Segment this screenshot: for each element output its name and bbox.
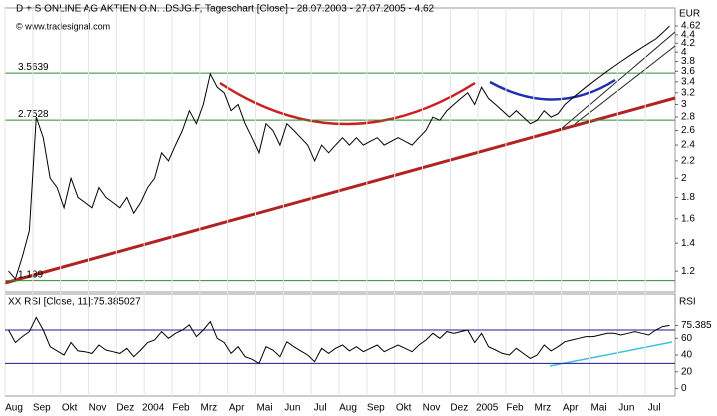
y-tick-label: 1.4 [681, 238, 695, 249]
level-label: 2.7528 [18, 109, 49, 120]
x-tick-label: Sep [367, 403, 385, 414]
chart-subtitle: © www.tradesignal.com [16, 21, 110, 31]
level-label: 1.139 [18, 269, 43, 280]
y-tick-label: 2 [681, 173, 687, 184]
rsi-title: XX RSI [Close, 11]:75.385027 [8, 297, 141, 308]
y-tick-label: 1.6 [681, 213, 695, 224]
x-tick-label: Jul [648, 403, 661, 414]
x-tick-label: Jun [618, 403, 634, 414]
y-tick-label: 2.6 [681, 125, 695, 136]
x-tick-label: Feb [506, 403, 524, 414]
y-tick-label: 1.2 [681, 266, 695, 277]
y-tick-label: 40 [681, 350, 693, 361]
y-tick-label: 3.6 [681, 66, 695, 77]
y-tick-label: 60 [681, 333, 693, 344]
y-tick-label: 3 [681, 99, 687, 110]
x-tick-label: Nov [423, 403, 441, 414]
price-line [8, 316, 670, 365]
y-tick-label: 2.2 [681, 156, 695, 167]
y-tick-label: 75.385 [681, 320, 712, 331]
x-tick-label: Okt [62, 403, 78, 414]
arc-annotation [219, 81, 476, 126]
price-line [8, 25, 670, 280]
x-tick-label: Mai [256, 403, 272, 414]
x-tick-label: Apr [229, 403, 245, 414]
x-tick-label: Okt [396, 403, 412, 414]
y-tick-label: 1.8 [681, 192, 695, 203]
y-tick-label: 20 [681, 366, 693, 377]
y-tick-label: 3.2 [681, 87, 695, 98]
arc-annotation [489, 78, 616, 101]
y-tick-label: 3.8 [681, 56, 695, 67]
y-tick-label: 4.2 [681, 38, 695, 49]
x-tick-label: Sep [33, 403, 51, 414]
y-tick-label: 2.8 [681, 112, 695, 123]
y-tick-label: 4.4 [681, 29, 695, 40]
x-tick-label: Mrz [200, 403, 217, 414]
chart-title: D + S ONLINE AG AKTIEN O.N. .DSJG.F, Tag… [16, 4, 435, 15]
x-tick-label: Jun [284, 403, 300, 414]
x-tick-label: Mrz [534, 403, 551, 414]
x-tick-label: 2004 [142, 403, 165, 414]
level-label: 3.5639 [18, 62, 49, 73]
x-tick-label: Mai [590, 403, 606, 414]
y-tick-label: 4 [681, 47, 687, 58]
y-tick-label: 2.4 [681, 140, 695, 151]
x-tick-label: Aug [339, 403, 357, 414]
y-axis-label: EUR [679, 9, 700, 20]
x-tick-label: Nov [89, 403, 107, 414]
x-tick-label: Dez [116, 403, 134, 414]
y-tick-label: 4.62 [681, 21, 701, 32]
x-tick-label: Dez [450, 403, 468, 414]
x-tick-label: Jul [314, 403, 327, 414]
rsi-axis-label: RSI [679, 297, 696, 308]
rsi-trend-line [549, 341, 673, 367]
x-tick-label: 2005 [476, 403, 499, 414]
y-tick-label: 3.4 [681, 76, 695, 87]
x-tick-label: Aug [5, 403, 23, 414]
y-tick-label: 0 [681, 383, 687, 394]
x-tick-label: Apr [563, 403, 579, 414]
x-tick-label: Feb [172, 403, 190, 414]
